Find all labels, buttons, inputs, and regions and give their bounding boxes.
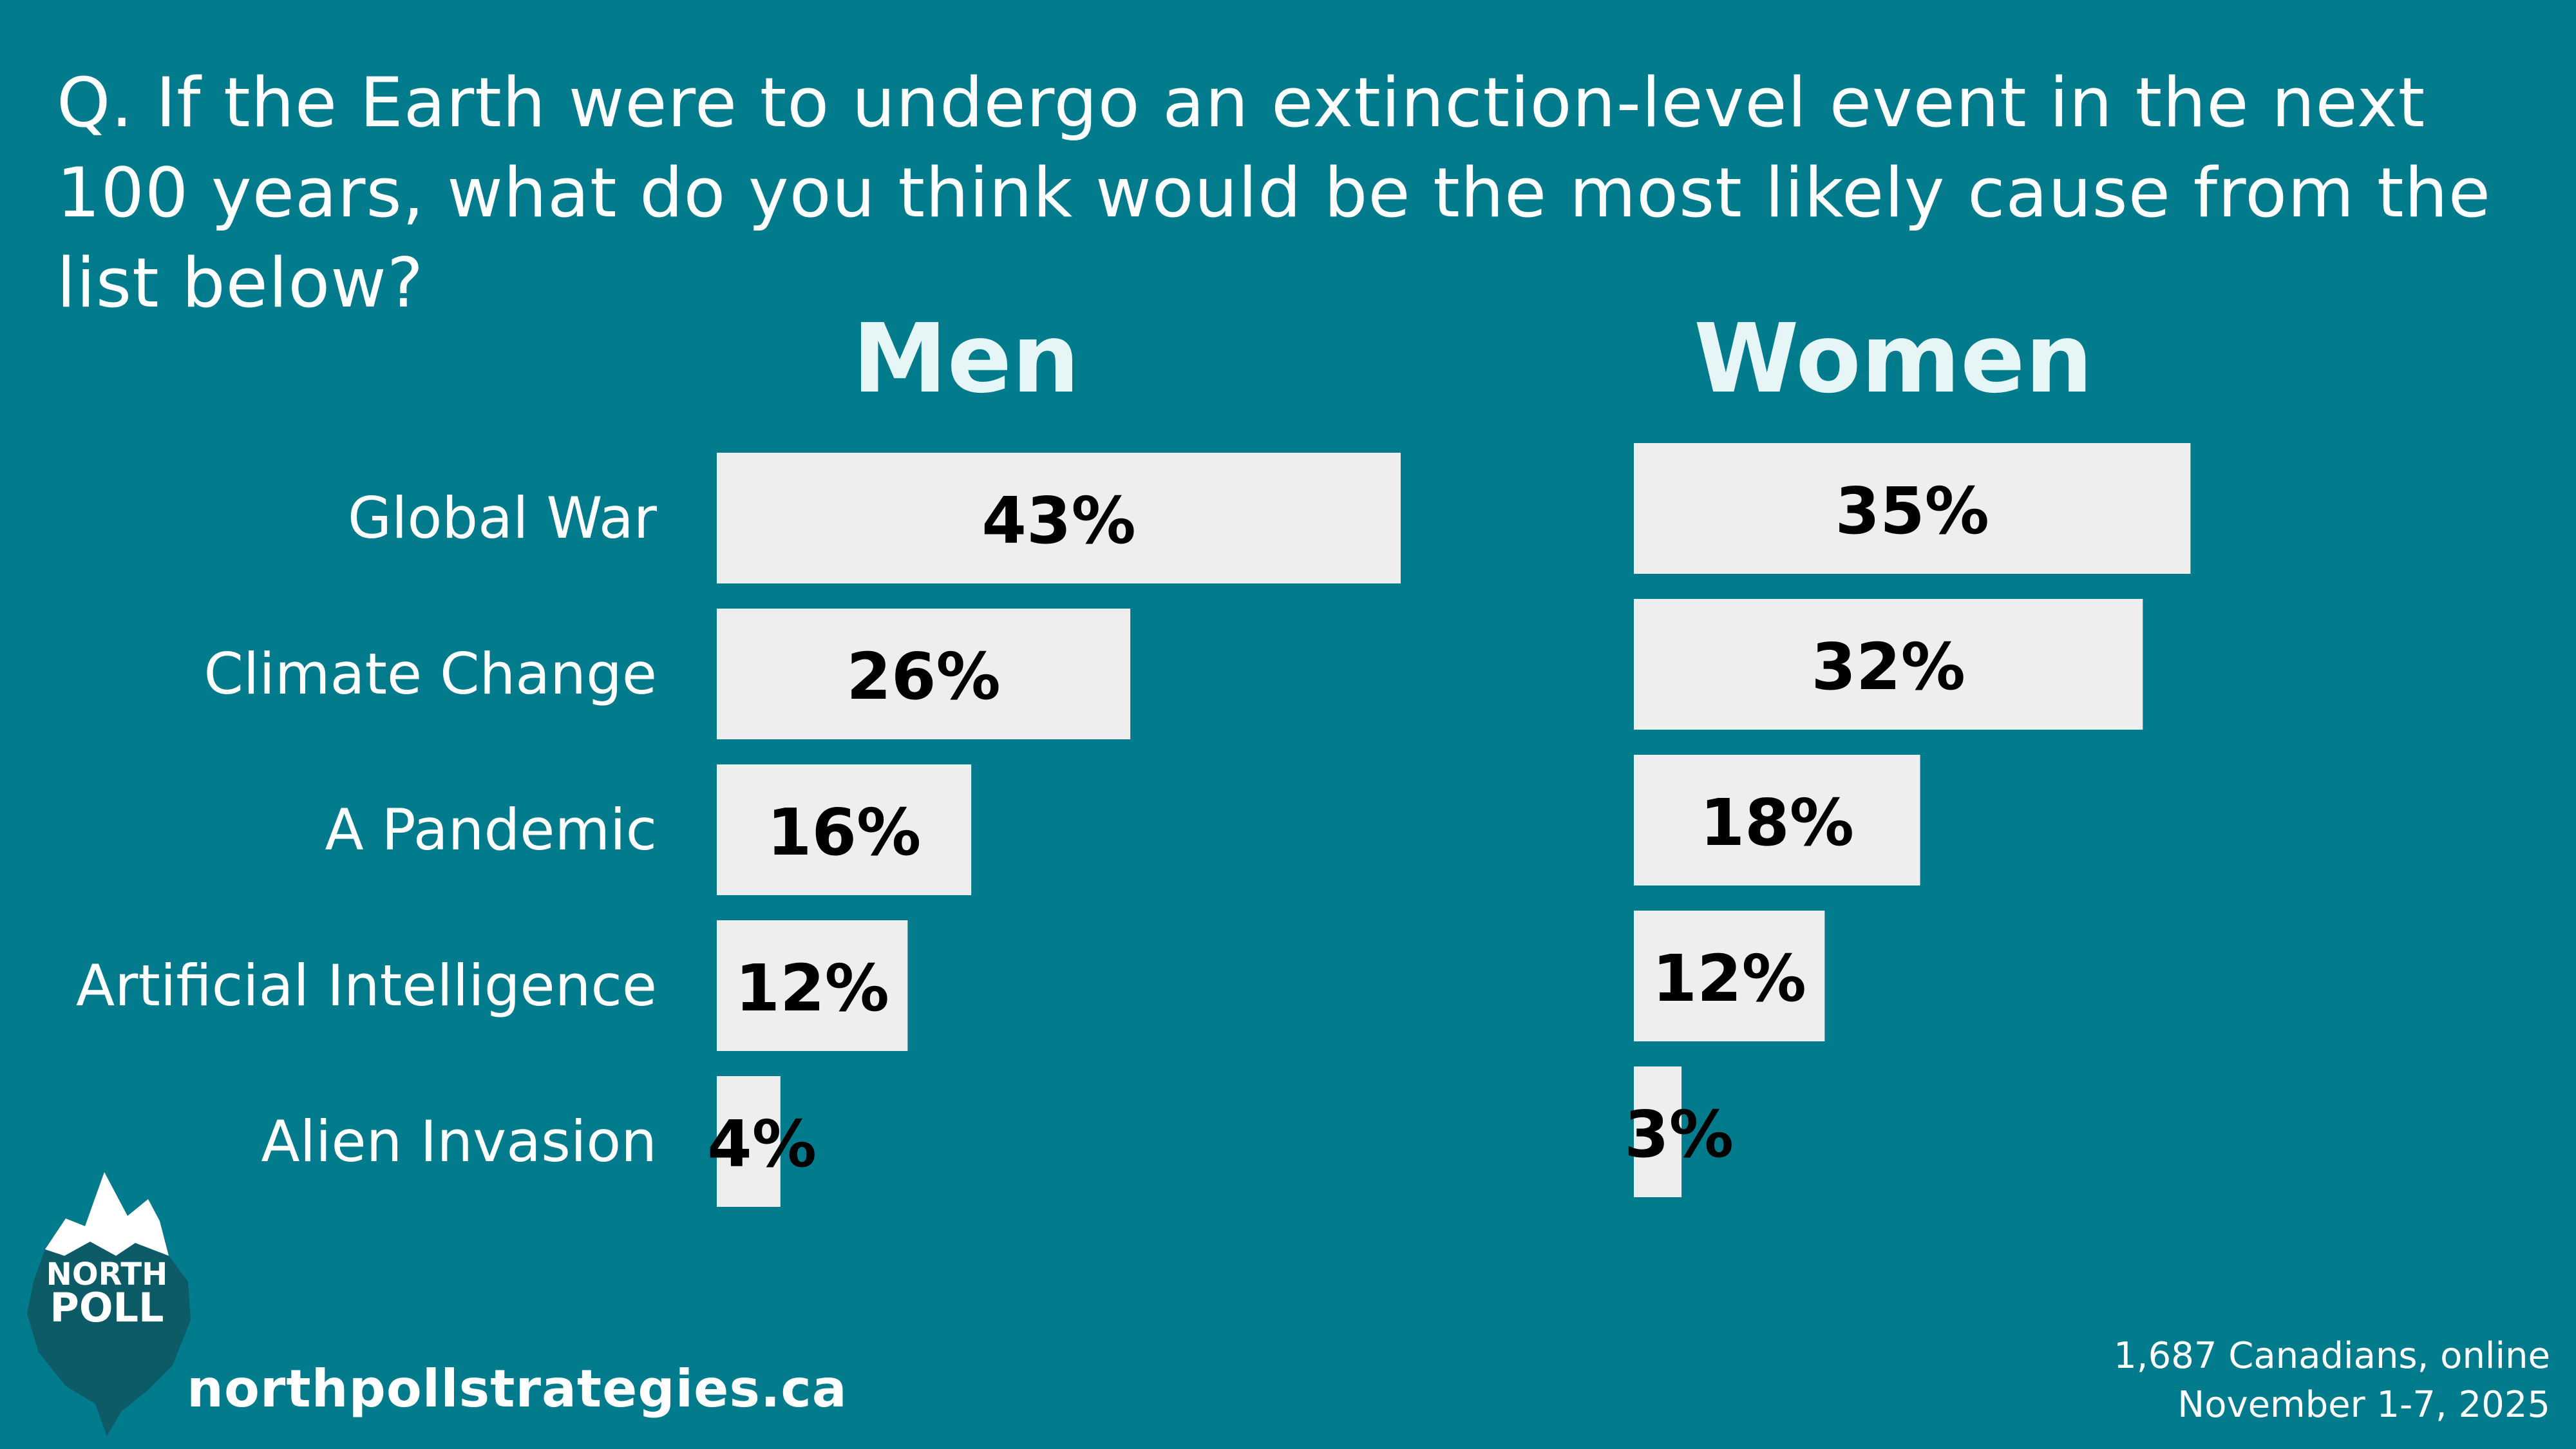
value-label-women-artificial-intelligence: 12% xyxy=(1653,941,1806,1016)
value-label-men-climate-change: 26% xyxy=(846,639,1000,714)
fieldwork-dates: November 1-7, 2025 xyxy=(2177,1384,2550,1426)
bar-women-climate-change xyxy=(1634,599,2143,730)
panel-title-women: Women xyxy=(1694,303,2093,414)
bar-men-alien-invasion xyxy=(717,1076,781,1207)
value-label-women-alien-invasion: 3% xyxy=(1624,1097,1734,1172)
bar-women-alien-invasion xyxy=(1634,1066,1682,1197)
category-label-a-pandemic: A Pandemic xyxy=(325,797,657,863)
panel-title-men: Men xyxy=(852,303,1079,414)
iceberg-snow-icon xyxy=(45,1172,169,1256)
north-poll-logo: NORTH POLL xyxy=(27,1172,191,1436)
source-note: 1,687 Canadians, online November 1-7, 20… xyxy=(2114,1332,2550,1430)
value-label-women-climate-change: 32% xyxy=(1811,629,1965,705)
bar-men-climate-change xyxy=(717,609,1131,739)
logo-line1: NORTH xyxy=(46,1256,168,1293)
question-text: Q. If the Earth were to undergo an extin… xyxy=(57,63,2492,323)
value-label-men-artificial-intelligence: 12% xyxy=(735,951,889,1026)
bar-men-global-war xyxy=(717,453,1401,583)
bar-men-artificial-intelligence xyxy=(717,920,908,1051)
value-label-men-a-pandemic: 16% xyxy=(767,795,921,870)
value-label-women-a-pandemic: 18% xyxy=(1700,785,1854,860)
bar-women-a-pandemic xyxy=(1634,755,1920,886)
category-label-artificial-intelligence: Artificial Intelligence xyxy=(76,952,657,1019)
category-label-alien-invasion: Alien Invasion xyxy=(261,1108,657,1175)
value-label-men-alien-invasion: 4% xyxy=(707,1106,817,1182)
logo-line2: POLL xyxy=(50,1284,164,1331)
bar-women-artificial-intelligence xyxy=(1634,911,1825,1041)
bar-women-global-war xyxy=(1634,443,2191,574)
value-label-women-global-war: 35% xyxy=(1835,473,1989,549)
sample-size: 1,687 Canadians, online xyxy=(2114,1335,2550,1377)
category-label-climate-change: Climate Change xyxy=(204,641,657,707)
website-link[interactable]: northpollstrategies.ca xyxy=(187,1359,848,1419)
category-label-global-war: Global War xyxy=(348,485,658,551)
value-label-men-global-war: 43% xyxy=(981,483,1135,558)
bar-men-a-pandemic xyxy=(717,764,972,895)
